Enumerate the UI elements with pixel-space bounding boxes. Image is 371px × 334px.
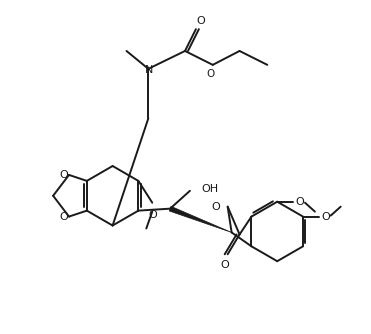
Text: O: O [197,16,205,26]
Text: O: O [207,69,215,79]
Text: O: O [148,210,157,219]
Text: O: O [60,211,68,221]
Text: OH: OH [202,184,219,194]
Text: O: O [296,197,305,207]
Text: O: O [321,211,330,221]
Polygon shape [169,206,232,232]
Text: N: N [145,65,154,75]
Text: O: O [211,202,220,212]
Text: O: O [220,260,229,270]
Text: O: O [60,170,68,180]
